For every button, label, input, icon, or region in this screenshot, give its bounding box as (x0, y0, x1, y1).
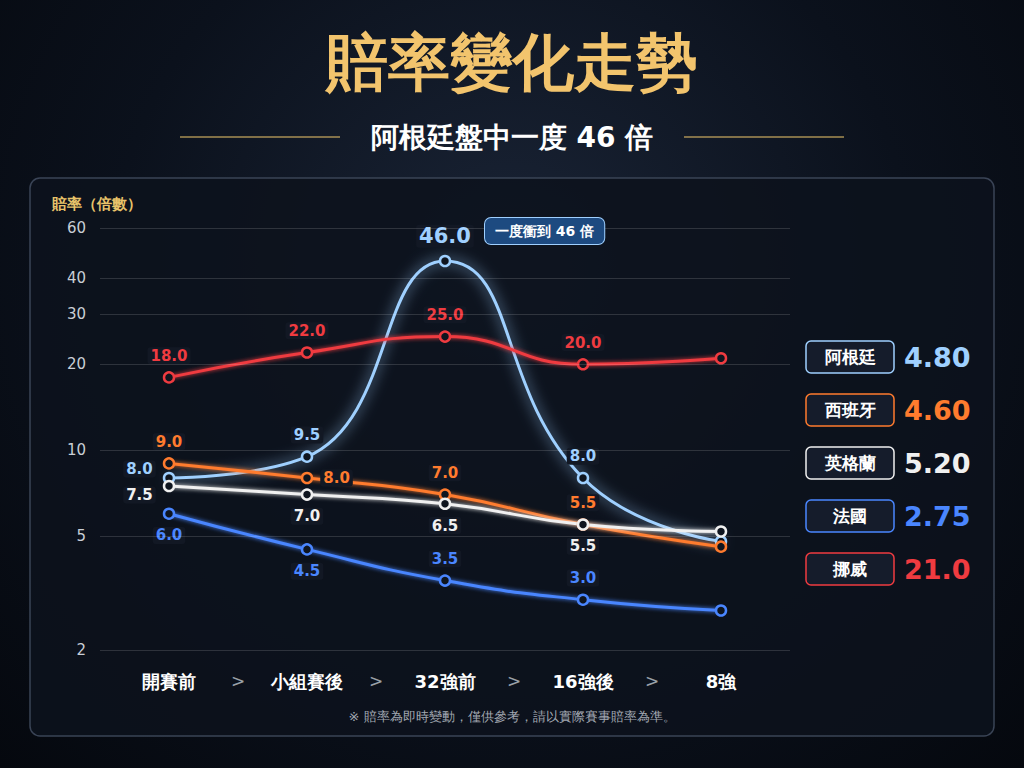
svg-text:6.5: 6.5 (432, 517, 459, 535)
svg-text:法國: 法國 (832, 506, 867, 526)
svg-text:5.20: 5.20 (904, 448, 971, 479)
svg-text:22.0: 22.0 (288, 322, 325, 340)
svg-text:30: 30 (67, 305, 86, 323)
svg-text:46.0: 46.0 (419, 224, 471, 248)
svg-text:>: > (507, 671, 521, 691)
svg-text:10: 10 (67, 441, 86, 459)
svg-text:5: 5 (76, 527, 86, 545)
svg-text:7.0: 7.0 (432, 464, 459, 482)
svg-text:英格蘭: 英格蘭 (824, 453, 876, 473)
svg-text:4.5: 4.5 (294, 562, 321, 580)
svg-text:4.60: 4.60 (904, 395, 971, 426)
svg-text:賠率（倍數）: 賠率（倍數） (51, 195, 142, 213)
svg-text:8.0: 8.0 (126, 460, 153, 478)
svg-text:60: 60 (67, 219, 86, 237)
svg-text:挪威: 挪威 (832, 559, 867, 579)
svg-text:西班牙: 西班牙 (824, 400, 876, 420)
svg-text:一度衝到 46 倍: 一度衝到 46 倍 (495, 223, 594, 239)
svg-text:3.0: 3.0 (570, 569, 597, 587)
svg-text:>: > (369, 671, 383, 691)
svg-text:16強後: 16強後 (552, 671, 613, 692)
svg-text:7.0: 7.0 (294, 507, 321, 525)
svg-text:5.5: 5.5 (570, 537, 597, 555)
svg-text:阿根廷: 阿根廷 (825, 347, 876, 367)
svg-text:20: 20 (67, 355, 86, 373)
svg-text:4.80: 4.80 (904, 342, 971, 373)
svg-text:18.0: 18.0 (150, 347, 187, 365)
svg-text:2: 2 (76, 641, 86, 659)
svg-text:>: > (645, 671, 659, 691)
svg-text:3.5: 3.5 (432, 550, 459, 568)
svg-text:>: > (231, 671, 245, 691)
svg-text:25.0: 25.0 (426, 305, 464, 324)
svg-text:8.0: 8.0 (570, 447, 597, 465)
svg-text:阿根廷盤中一度 46 倍: 阿根廷盤中一度 46 倍 (371, 121, 653, 154)
svg-text:21.0: 21.0 (904, 554, 971, 585)
svg-text:2.75: 2.75 (904, 501, 971, 532)
svg-text:9.5: 9.5 (294, 426, 321, 444)
svg-text:6.0: 6.0 (156, 526, 183, 544)
svg-text:20.0: 20.0 (564, 334, 601, 352)
svg-text:5.5: 5.5 (570, 494, 597, 512)
svg-text:9.0: 9.0 (156, 433, 183, 451)
svg-text:40: 40 (67, 269, 86, 287)
svg-text:賠率變化走勢: 賠率變化走勢 (324, 26, 698, 99)
svg-text:開賽前: 開賽前 (142, 671, 196, 692)
svg-text:8強: 8強 (706, 671, 738, 692)
svg-text:※ 賠率為即時變動，僅供參考，請以實際賽事賠率為準。: ※ 賠率為即時變動，僅供參考，請以實際賽事賠率為準。 (348, 709, 675, 724)
svg-text:7.5: 7.5 (126, 486, 153, 504)
svg-text:8.0: 8.0 (323, 469, 350, 487)
svg-text:32強前: 32強前 (414, 671, 475, 692)
svg-text:小組賽後: 小組賽後 (270, 671, 343, 692)
